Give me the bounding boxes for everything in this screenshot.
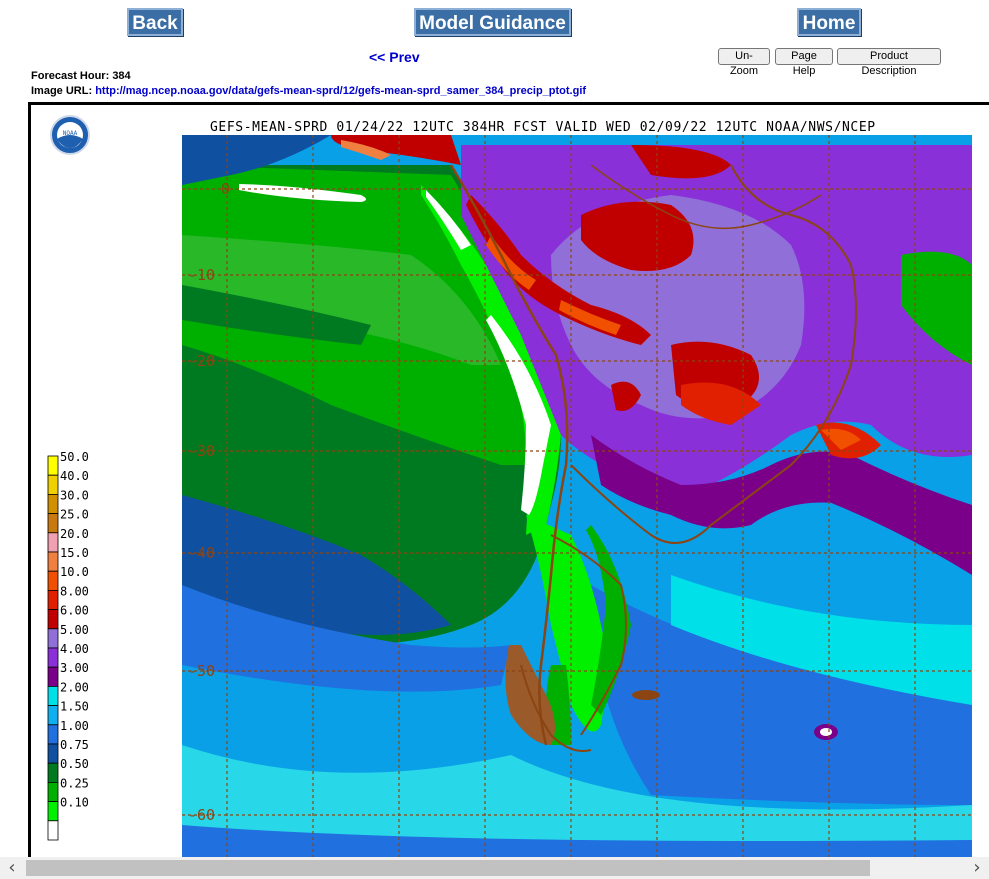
legend-swatch	[47, 820, 59, 841]
legend-swatch	[47, 532, 59, 553]
legend-swatch	[47, 762, 59, 783]
legend-label: 0.10	[60, 796, 89, 810]
noaa-logo-text: NOAA	[63, 130, 78, 137]
legend-label: 8.00	[60, 584, 89, 598]
product-description-button[interactable]: Product Description	[837, 48, 941, 77]
legend-swatch	[47, 628, 59, 649]
lat-label: -10	[188, 266, 215, 284]
legend-label: 0.75	[60, 738, 89, 752]
legend-swatch	[47, 455, 59, 476]
model-guidance-button[interactable]: Model Guidance	[414, 8, 571, 36]
scroll-thumb[interactable]	[26, 860, 870, 876]
legend-label: 10.0	[60, 565, 89, 579]
legend-label: 1.00	[60, 719, 89, 733]
image-url: Image URL: http://mag.ncep.noaa.gov/data…	[31, 85, 586, 97]
image-url-label: Image URL:	[31, 85, 93, 97]
legend-label: 3.00	[60, 661, 89, 675]
back-button[interactable]: Back	[127, 8, 183, 36]
scroll-right-arrow-icon[interactable]: ›	[973, 857, 981, 878]
legend-label: 1.50	[60, 700, 89, 714]
legend-swatch	[47, 493, 59, 514]
forecast-hour-value: 384	[112, 70, 131, 82]
legend-label: 40.0	[60, 469, 89, 483]
precip-map-image: NOAA GEFS-MEAN-SPRD 01/24/22 12UTC 384HR…	[47, 115, 972, 857]
legend-swatch	[47, 589, 59, 610]
legend-label: 5.00	[60, 623, 89, 637]
legend-label: 15.0	[60, 546, 89, 560]
forecast-hour-label: Forecast Hour:	[31, 70, 110, 82]
image-url-link[interactable]: http://mag.ncep.noaa.gov/data/gefs-mean-…	[95, 85, 587, 97]
prev-link[interactable]: << Prev	[369, 49, 420, 65]
lat-label: -40	[188, 544, 215, 562]
legend-label: 20.0	[60, 527, 89, 541]
legend-swatch	[47, 705, 59, 726]
legend-swatch	[47, 666, 59, 687]
forecast-map[interactable]: NOAA GEFS-MEAN-SPRD 01/24/22 12UTC 384HR…	[28, 102, 989, 857]
legend-swatch	[47, 801, 59, 822]
legend-label: 4.00	[60, 642, 89, 656]
page-help-button[interactable]: Page Help	[775, 48, 833, 77]
unzoom-button[interactable]: Un-Zoom	[718, 48, 770, 77]
legend-swatch	[47, 609, 59, 630]
lat-label: -60	[188, 806, 215, 824]
legend-label: 25.0	[60, 508, 89, 522]
legend-swatch	[47, 782, 59, 803]
legend-swatch	[47, 743, 59, 764]
legend-label: 0.50	[60, 757, 89, 771]
legend-label: 6.00	[60, 604, 89, 618]
legend-swatch	[47, 551, 59, 572]
lat-label: -30	[188, 442, 215, 460]
legend-swatch	[47, 474, 59, 495]
legend-swatch	[47, 570, 59, 591]
legend-swatch	[47, 724, 59, 745]
lat-label: 0	[221, 180, 230, 198]
horizontal-scrollbar[interactable]: ‹ ›	[0, 857, 989, 879]
legend-swatch	[47, 686, 59, 707]
forecast-hour: Forecast Hour: 384	[31, 70, 131, 82]
legend-label: 2.00	[60, 680, 89, 694]
home-button[interactable]: Home	[797, 8, 861, 36]
legend-swatch	[47, 513, 59, 534]
legend-label: 30.0	[60, 488, 89, 502]
lat-label: -20	[188, 352, 215, 370]
noaa-logo: NOAA	[50, 115, 90, 155]
legend-swatch	[47, 647, 59, 668]
map-title: GEFS-MEAN-SPRD 01/24/22 12UTC 384HR FCST…	[210, 120, 876, 135]
legend-label: 50.0	[60, 450, 89, 464]
scroll-left-arrow-icon[interactable]: ‹	[8, 857, 16, 878]
lat-label: -50	[188, 662, 215, 680]
legend-label: 0.25	[60, 776, 89, 790]
